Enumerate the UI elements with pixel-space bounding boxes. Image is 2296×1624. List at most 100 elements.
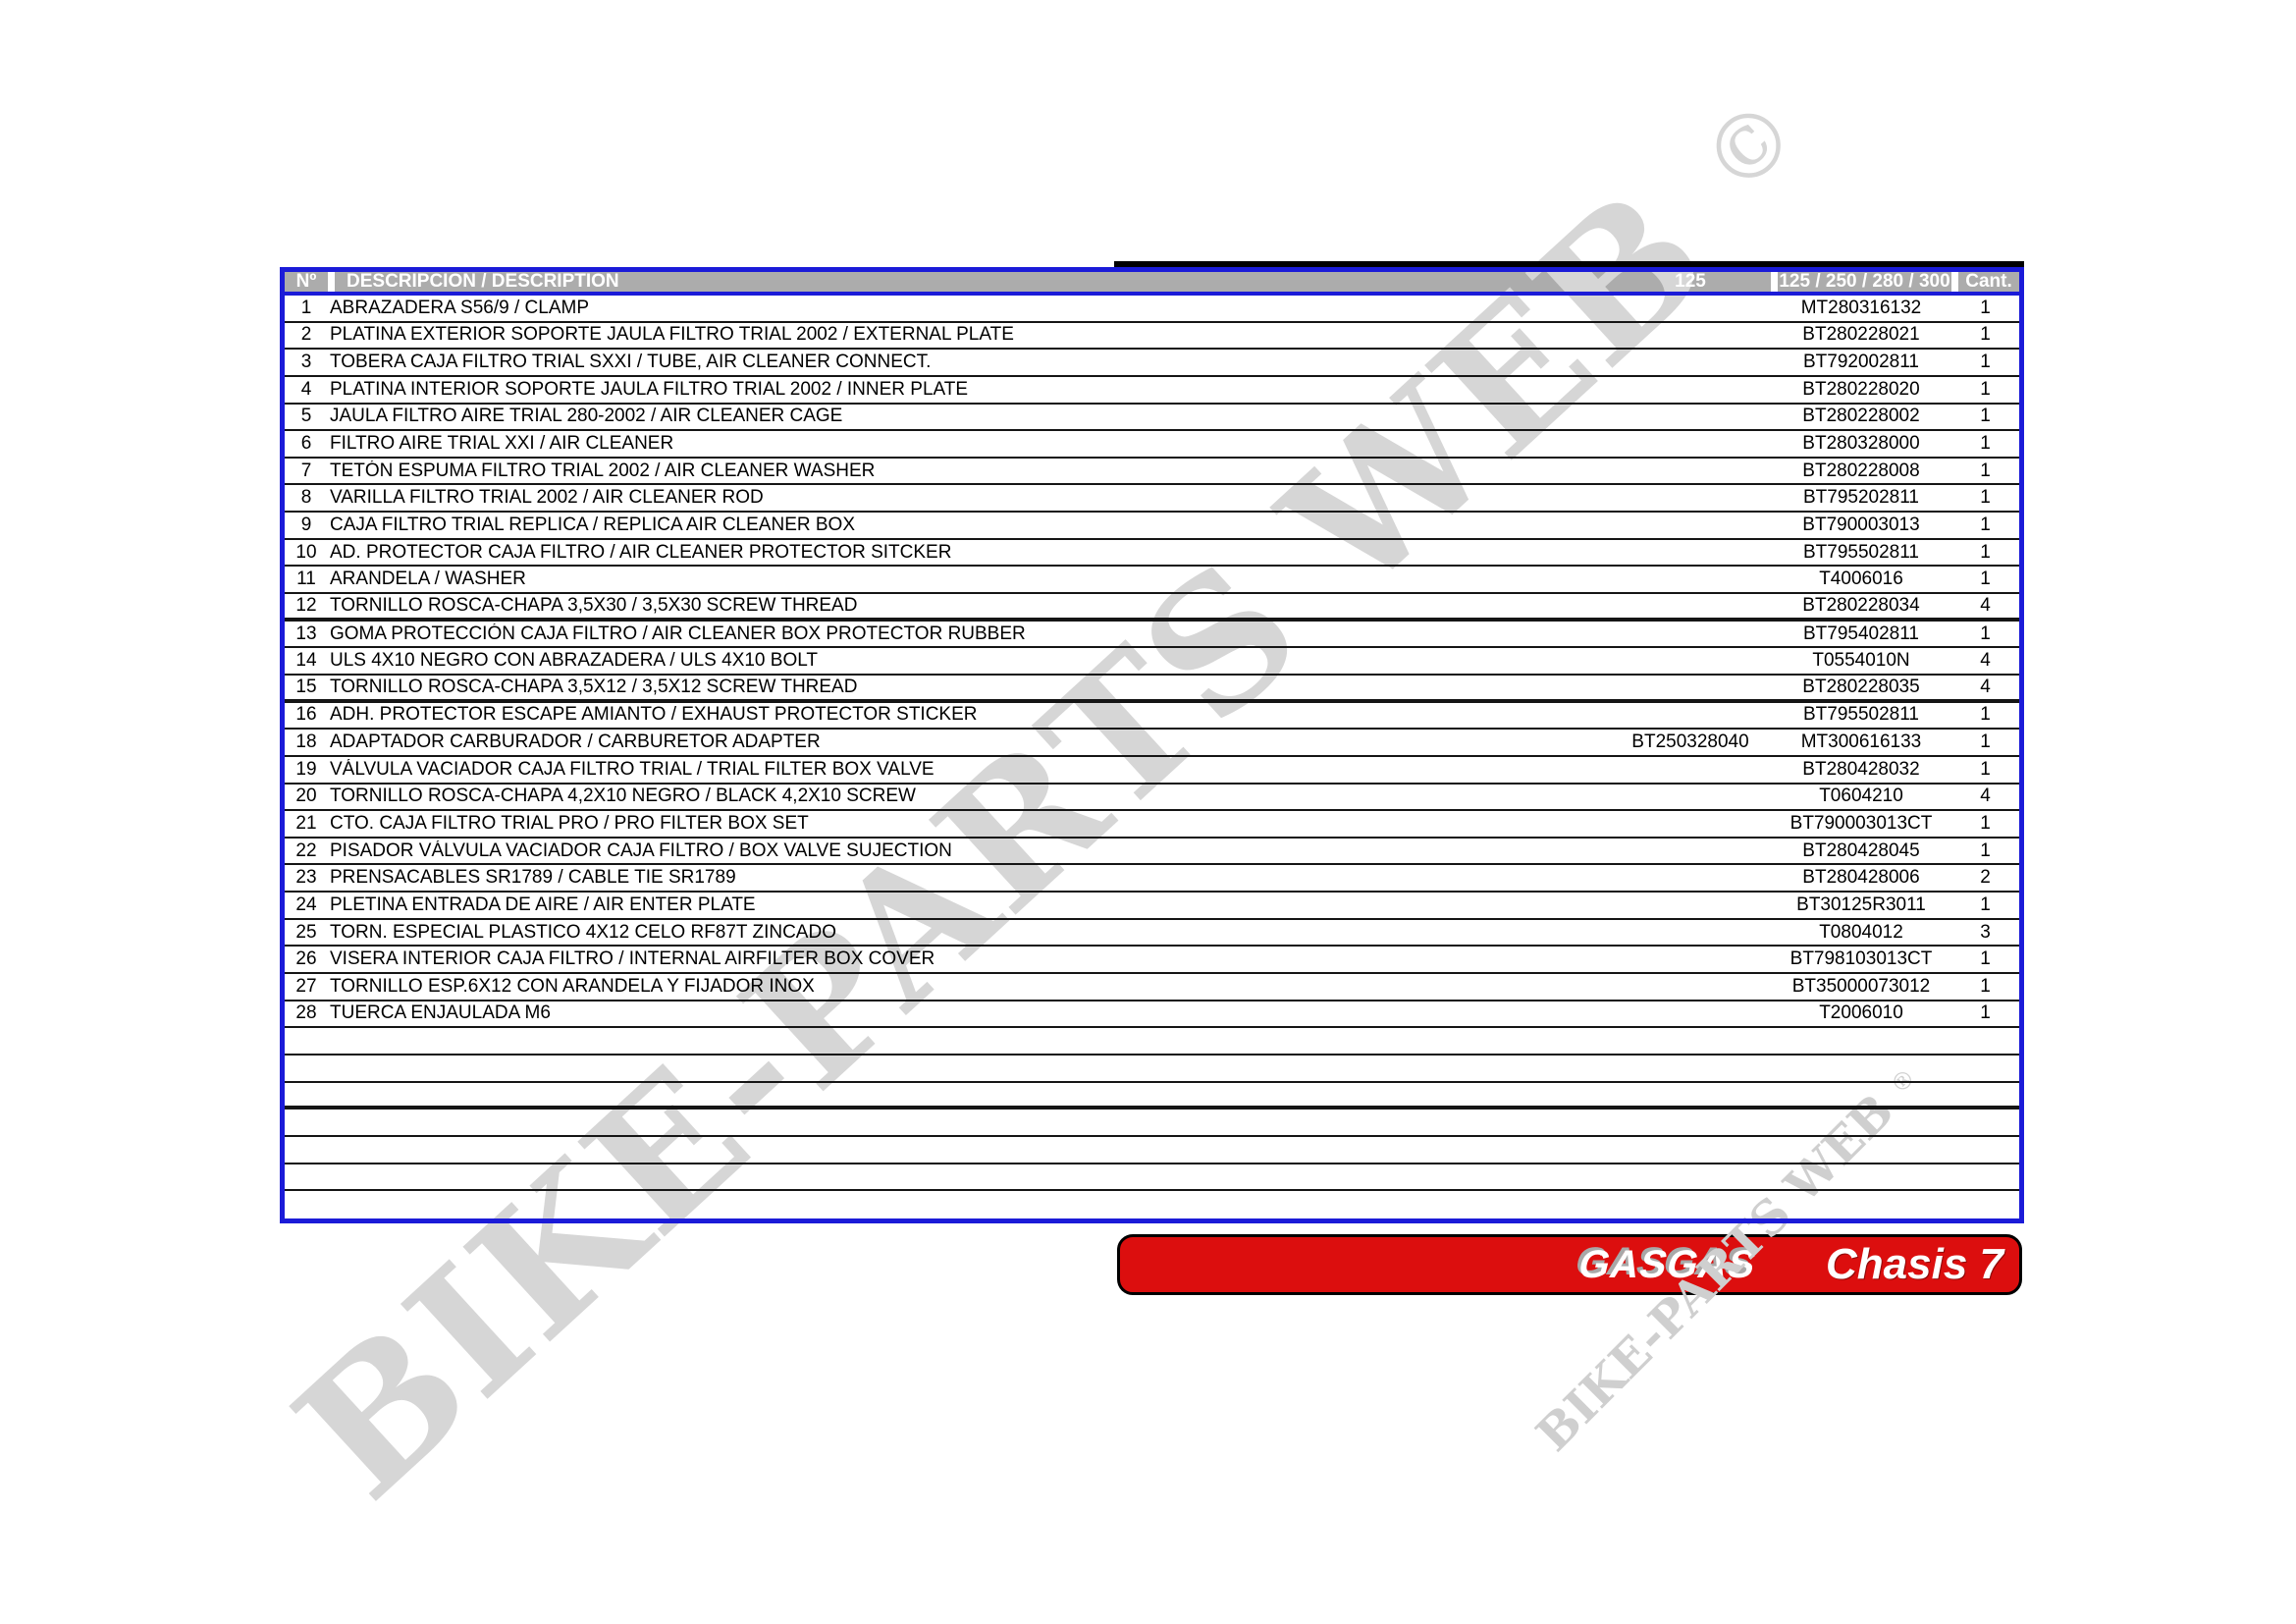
row-part-all: MT280316132 bbox=[1800, 297, 1922, 318]
row-description: GOMA PROTECCIÓN CAJA FILTRO / AIR CLEANE… bbox=[330, 623, 1026, 644]
table-row: 22 PISADOR VÁLVULA VACIADOR CAJA FILTRO /… bbox=[285, 839, 2019, 866]
row-part-all: BT280228008 bbox=[1802, 460, 1920, 481]
row-quantity: 1 bbox=[1980, 378, 1991, 400]
header-125-250-280-300: 125 / 250 / 280 / 300 bbox=[1771, 272, 1951, 292]
model-banner: GASGAS Chasis 7 bbox=[1117, 1234, 2022, 1295]
table-row: 27 TORNILLO ESP.6X12 CON ARANDELA Y FIJAD… bbox=[285, 974, 2019, 1001]
row-number: 5 bbox=[300, 406, 312, 427]
table-header-row: Nº DESCRIPCION / DESCRIPTION 125 125 / 2… bbox=[285, 272, 2019, 296]
row-description: VISERA INTERIOR CAJA FILTRO / INTERNAL A… bbox=[330, 948, 935, 970]
row-quantity: 1 bbox=[1980, 975, 1991, 997]
table-row: 28 TUERCA ENJAULADA M6 T2006010 1 bbox=[285, 1001, 2019, 1029]
row-number: 28 bbox=[295, 1002, 317, 1024]
row-description: TORNILLO ESP.6X12 CON ARANDELA Y FIJADOR… bbox=[330, 975, 815, 997]
row-description: AD. PROTECTOR CAJA FILTRO / AIR CLEANER … bbox=[330, 541, 952, 563]
row-part-all: BT795502811 bbox=[1803, 704, 1919, 726]
table-empty-row bbox=[285, 1056, 2019, 1083]
row-part-all: MT300616133 bbox=[1800, 731, 1922, 753]
row-part-all: BT280228002 bbox=[1802, 406, 1920, 427]
row-quantity: 1 bbox=[1980, 704, 1991, 726]
copyright-icon: © bbox=[1682, 78, 1819, 215]
table-row: 15 TORNILLO ROSCA-CHAPA 3,5X12 / 3,5X12 S… bbox=[285, 676, 2019, 703]
row-description: TORNILLO ROSCA-CHAPA 3,5X30 / 3,5X30 SCR… bbox=[330, 594, 858, 616]
row-part-all: BT792002811 bbox=[1803, 352, 1919, 373]
row-number: 15 bbox=[295, 676, 317, 697]
row-quantity: 4 bbox=[1980, 676, 1991, 697]
row-part-all: T0554010N bbox=[1812, 650, 1910, 672]
row-quantity: 1 bbox=[1980, 487, 1991, 509]
row-part-all: BT790003013 bbox=[1802, 514, 1920, 535]
row-number: 7 bbox=[300, 460, 312, 481]
table-empty-row bbox=[285, 1191, 2019, 1218]
scan-artifact-top-line bbox=[1114, 261, 2024, 268]
row-part-125: BT250328040 bbox=[1631, 731, 1749, 753]
row-description: ADH. PROTECTOR ESCAPE AMIANTO / EXHAUST … bbox=[330, 704, 978, 726]
table-row: 14 ULS 4X10 NEGRO CON ABRAZADERA / ULS 4X… bbox=[285, 648, 2019, 676]
table-row: 26 VISERA INTERIOR CAJA FILTRO / INTERNAL… bbox=[285, 947, 2019, 975]
table-row: 9 CAJA FILTRO TRIAL REPLICA / REPLICA AIR… bbox=[285, 513, 2019, 540]
row-description: JAULA FILTRO AIRE TRIAL 280-2002 / AIR C… bbox=[330, 406, 843, 427]
row-quantity: 1 bbox=[1980, 812, 1991, 834]
row-quantity: 1 bbox=[1980, 406, 1991, 427]
row-number: 6 bbox=[300, 433, 312, 455]
table-body: 1 ABRAZADERA S56/9 / CLAMP MT280316132 1 2 PL… bbox=[285, 296, 2019, 1218]
row-number: 10 bbox=[295, 541, 317, 563]
table-empty-row bbox=[285, 1164, 2019, 1192]
table-row: 10 AD. PROTECTOR CAJA FILTRO / AIR CLEANE… bbox=[285, 540, 2019, 568]
row-part-all: T0604210 bbox=[1819, 785, 1903, 807]
row-number: 9 bbox=[300, 514, 312, 535]
table-empty-row bbox=[285, 1028, 2019, 1056]
row-part-all: BT35000073012 bbox=[1791, 975, 1931, 997]
row-part-all: T2006010 bbox=[1819, 1002, 1903, 1024]
row-description: PRENSACABLES SR1789 / CABLE TIE SR1789 bbox=[330, 867, 736, 889]
row-quantity: 1 bbox=[1980, 297, 1991, 318]
row-quantity: 1 bbox=[1980, 433, 1991, 455]
row-part-all: BT280428006 bbox=[1802, 867, 1920, 889]
row-description: TORNILLO ROSCA-CHAPA 4,2X10 NEGRO / BLAC… bbox=[330, 785, 916, 807]
table-row: 13 GOMA PROTECCIÓN CAJA FILTRO / AIR CLEA… bbox=[285, 622, 2019, 649]
table-row: 1 ABRAZADERA S56/9 / CLAMP MT280316132 1 bbox=[285, 296, 2019, 323]
row-quantity: 1 bbox=[1980, 893, 1991, 915]
row-description: PLETINA ENTRADA DE AIRE / AIR ENTER PLAT… bbox=[330, 893, 756, 915]
row-description: ULS 4X10 NEGRO CON ABRAZADERA / ULS 4X10… bbox=[330, 650, 818, 672]
table-row: 3 TOBERA CAJA FILTRO TRIAL SXXI / TUBE, A… bbox=[285, 350, 2019, 377]
row-number: 4 bbox=[300, 378, 312, 400]
row-quantity: 4 bbox=[1980, 650, 1991, 672]
row-quantity: 1 bbox=[1980, 839, 1991, 861]
row-part-all: BT280328000 bbox=[1802, 433, 1920, 455]
row-number: 25 bbox=[295, 921, 317, 943]
table-row: 2 PLATINA EXTERIOR SOPORTE JAULA FILTRO T… bbox=[285, 323, 2019, 351]
row-part-all: BT30125R3011 bbox=[1796, 893, 1926, 915]
row-number: 8 bbox=[300, 487, 312, 509]
banner-title: Chasis 7 bbox=[1826, 1240, 2003, 1288]
row-quantity: 1 bbox=[1980, 731, 1991, 753]
row-number: 14 bbox=[295, 650, 317, 672]
header-125: 125 bbox=[1675, 272, 1706, 292]
row-part-all: BT280428045 bbox=[1802, 839, 1920, 861]
table-empty-row bbox=[285, 1110, 2019, 1137]
row-description: CAJA FILTRO TRIAL REPLICA / REPLICA AIR … bbox=[330, 514, 855, 535]
row-quantity: 3 bbox=[1980, 921, 1991, 943]
row-number: 11 bbox=[296, 568, 316, 590]
parts-table: Nº DESCRIPCION / DESCRIPTION 125 125 / 2… bbox=[280, 267, 2024, 1223]
row-description: TUERCA ENJAULADA M6 bbox=[330, 1002, 551, 1024]
row-description: PLATINA INTERIOR SOPORTE JAULA FILTRO TR… bbox=[330, 378, 969, 400]
row-description: TORN. ESPECIAL PLASTICO 4X12 CELO RF87T … bbox=[330, 921, 836, 943]
table-row: 20 TORNILLO ROSCA-CHAPA 4,2X10 NEGRO / BL… bbox=[285, 785, 2019, 812]
row-description: PISADOR VÁLVULA VACIADOR CAJA FILTRO / B… bbox=[330, 839, 952, 861]
table-row: 21 CTO. CAJA FILTRO TRIAL PRO / PRO FILTE… bbox=[285, 811, 2019, 839]
row-number: 20 bbox=[295, 785, 317, 807]
row-number: 13 bbox=[295, 623, 317, 644]
table-row: 7 TETÓN ESPUMA FILTRO TRIAL 2002 / AIR CL… bbox=[285, 459, 2019, 486]
row-number: 26 bbox=[295, 948, 317, 970]
row-description: ADAPTADOR CARBURADOR / CARBURETOR ADAPTE… bbox=[330, 731, 821, 753]
row-quantity: 1 bbox=[1980, 1002, 1991, 1024]
row-number: 21 bbox=[295, 812, 317, 834]
row-description: VÁLVULA VACIADOR CAJA FILTRO TRIAL / TRI… bbox=[330, 758, 934, 780]
row-number: 19 bbox=[295, 758, 317, 780]
row-number: 2 bbox=[300, 324, 312, 346]
table-row bbox=[285, 1083, 2019, 1110]
row-quantity: 1 bbox=[1980, 623, 1991, 644]
row-description: TORNILLO ROSCA-CHAPA 3,5X12 / 3,5X12 SCR… bbox=[330, 676, 858, 697]
